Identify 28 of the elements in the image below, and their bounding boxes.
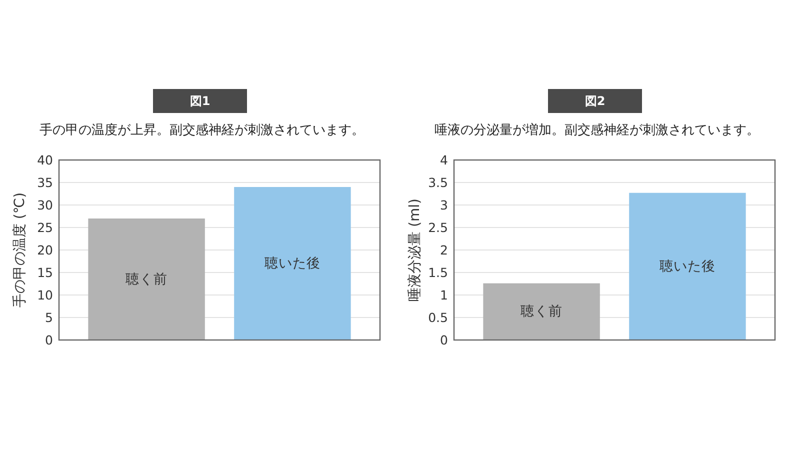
- y-tick-label: 2.5: [428, 220, 448, 235]
- y-tick-label: 2: [440, 242, 448, 258]
- y-tick-label: 10: [37, 288, 54, 302]
- y-axis-title: 唾液分泌量 (ml): [407, 198, 423, 302]
- y-tick-label: 4: [440, 152, 448, 168]
- chart-title: 図1: [190, 94, 210, 108]
- y-tick-label: 20: [37, 242, 54, 258]
- x-tick-label: 聴く前: [520, 304, 563, 320]
- y-tick-label: 25: [37, 220, 53, 235]
- y-tick-label: 3.5: [428, 175, 448, 190]
- chart-subtitle: 唾液の分泌量が増加。副交感神経が刺激されています。: [434, 122, 760, 138]
- x-tick-label: 聴いた後: [264, 256, 320, 272]
- y-tick-label: 0.5: [428, 310, 448, 325]
- chart-subtitle: 手の甲の温度が上昇。副交感神経が刺激されています。: [40, 122, 364, 138]
- x-tick-label: 聴く前: [126, 271, 168, 288]
- y-tick-label: 30: [37, 198, 54, 212]
- y-axis-title: 手の甲の温度 (℃): [12, 192, 28, 308]
- y-tick-label: 1: [440, 288, 448, 302]
- chart-title: 図2: [584, 94, 606, 108]
- y-tick-label: 3: [440, 198, 448, 212]
- y-tick-label: 35: [37, 175, 53, 190]
- x-tick-label: 聴いた後: [659, 258, 716, 274]
- y-tick-label: 1.5: [428, 265, 448, 280]
- y-tick-label: 15: [37, 265, 53, 280]
- y-tick-label: 40: [37, 152, 54, 168]
- y-tick-label: 5: [45, 310, 53, 325]
- y-tick-label: 0: [45, 332, 54, 348]
- y-tick-label: 0: [440, 332, 448, 348]
